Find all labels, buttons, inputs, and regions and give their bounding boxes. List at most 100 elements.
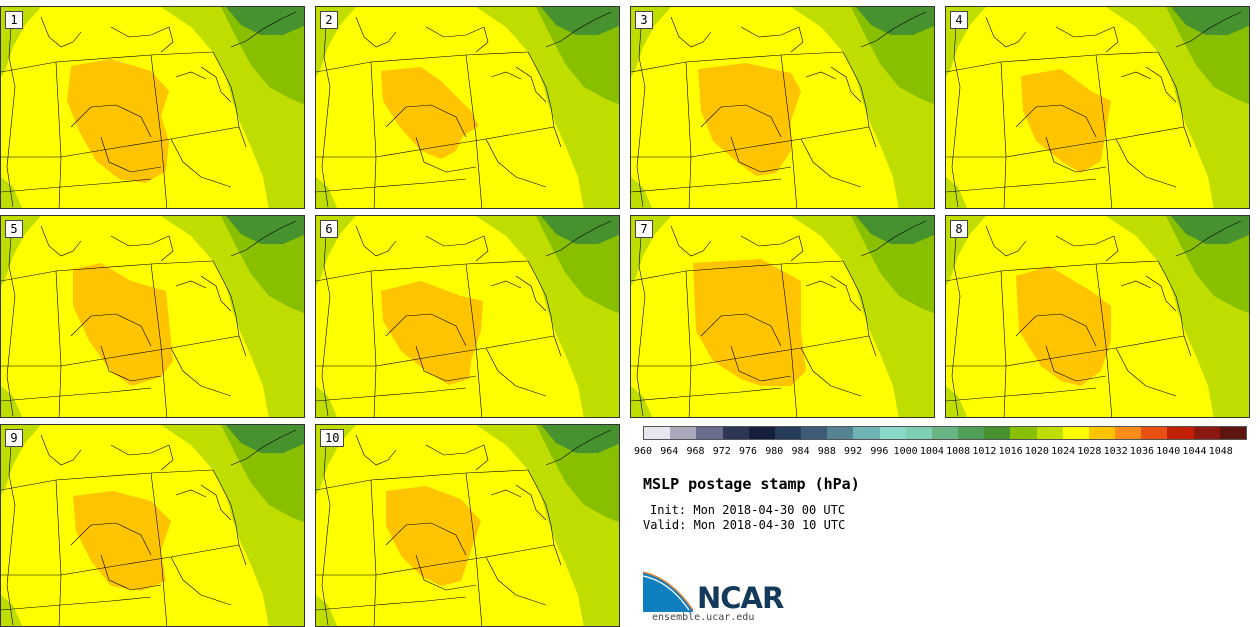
ncar-logo-icon — [643, 570, 694, 612]
colorbar-swatch-3 — [722, 427, 749, 439]
state-boundary-line — [1, 178, 152, 193]
state-boundary-line — [740, 26, 804, 53]
state-boundary-line — [415, 136, 477, 173]
colorbar-tick-label: 1008 — [946, 446, 971, 457]
state-boundary-line — [700, 104, 782, 138]
state-boundary-line — [230, 429, 297, 466]
state-boundary-line — [385, 104, 467, 138]
state-boundary-line — [316, 126, 555, 158]
colorbar-swatch-7 — [827, 427, 854, 439]
state-boundary-line — [40, 16, 82, 48]
state-boundary-line — [70, 104, 152, 138]
state-boundary-line — [636, 235, 646, 417]
state-boundary-line — [1175, 220, 1242, 257]
stamp-number: 10 — [320, 429, 345, 447]
state-boundary-line — [1, 387, 152, 402]
colorbar-tick-label: 1032 — [1103, 446, 1128, 457]
mslp-map — [631, 7, 934, 208]
colorbar-swatch-4 — [748, 427, 775, 439]
state-boundary-line — [1095, 54, 1113, 208]
valid-time: Valid: Mon 2018-04-30 10 UTC — [643, 518, 846, 532]
state-boundary-line — [1055, 26, 1119, 53]
state-boundary-line — [1045, 136, 1107, 173]
field-1020-southwest — [1, 386, 23, 417]
state-boundary-line — [946, 126, 1185, 158]
state-boundary-line — [1015, 313, 1097, 347]
state-boundary-line — [545, 220, 612, 257]
colorbar-swatch-12 — [958, 427, 985, 439]
state-boundary-line — [465, 472, 483, 626]
stamp-number: 8 — [950, 220, 968, 238]
stamp-panel-6: 6 — [315, 215, 620, 418]
state-boundary-line — [40, 225, 82, 257]
field-1028-blob — [386, 486, 481, 586]
state-boundary-line — [485, 138, 547, 188]
chart-title: MSLP postage stamp (hPa) — [643, 475, 860, 493]
state-boundary-line — [316, 596, 467, 611]
state-boundary-line — [100, 345, 162, 382]
field-1020-southwest — [316, 177, 338, 208]
state-boundary-line — [946, 178, 1097, 193]
state-boundary-line — [1120, 71, 1152, 80]
state-boundary-line — [230, 220, 297, 257]
state-boundary-line — [316, 387, 467, 402]
mslp-map — [946, 216, 1249, 417]
stamp-panel-10: 10 — [315, 424, 620, 627]
mslp-map — [1, 216, 304, 417]
state-boundary-line — [110, 235, 174, 262]
state-boundary-line — [415, 345, 477, 382]
state-boundary-line — [946, 387, 1097, 402]
field-1020-southwest — [316, 595, 338, 626]
mslp-map — [316, 425, 619, 626]
stamp-panel-5: 5 — [0, 215, 305, 418]
colorbar-tick-label: 1000 — [893, 446, 918, 457]
colorbar-swatch-0 — [644, 427, 671, 439]
state-boundary-line — [631, 126, 870, 158]
field-1028-blob — [1016, 266, 1111, 386]
colorbar-tick-label: 1028 — [1077, 446, 1102, 457]
field-1028-blob — [381, 281, 483, 385]
state-boundary-line — [212, 51, 247, 148]
colorbar-swatch-1 — [670, 427, 697, 439]
field-1028-blob — [1021, 69, 1111, 173]
stamp-number: 9 — [5, 429, 23, 447]
state-boundary-line — [385, 522, 467, 556]
colorbar-tick-label: 1024 — [1051, 446, 1076, 457]
state-boundary-line — [1175, 11, 1242, 48]
field-1012 — [541, 7, 619, 35]
colorbar-tick-label: 1016 — [998, 446, 1023, 457]
field-1012 — [856, 7, 934, 35]
field-1028-blob — [381, 67, 479, 159]
stamp-panel-3: 3 — [630, 6, 935, 209]
colorbar-tick-label: 1004 — [919, 446, 944, 457]
colorbar-tick-label: 1044 — [1182, 446, 1207, 457]
stamp-panel-7: 7 — [630, 215, 935, 418]
state-boundary-line — [740, 235, 804, 262]
field-1012 — [1171, 216, 1249, 244]
colorbar-tick-label: 964 — [660, 446, 679, 457]
stamp-number: 7 — [635, 220, 653, 238]
state-boundary-line — [175, 489, 207, 498]
state-boundary-line — [70, 522, 152, 556]
colorbar-swatch-16 — [1062, 427, 1089, 439]
state-boundary-line — [170, 138, 232, 188]
state-boundary-line — [316, 469, 529, 491]
state-boundary-line — [175, 280, 207, 289]
mslp-map — [1, 7, 304, 208]
state-boundary-line — [1115, 347, 1177, 397]
state-boundary-line — [527, 260, 562, 357]
init-time: Init: Mon 2018-04-30 00 UTC — [650, 503, 846, 517]
state-boundary-line — [6, 444, 16, 626]
state-boundary-line — [316, 178, 467, 193]
stamp-panel-2: 2 — [315, 6, 620, 209]
state-boundary-line — [316, 260, 529, 282]
state-boundary-line — [200, 275, 232, 312]
state-boundary-line — [212, 469, 247, 566]
stamp-panel-4: 4 — [945, 6, 1250, 209]
state-boundary-line — [1, 126, 240, 158]
state-boundary-line — [951, 235, 961, 417]
stamp-number: 2 — [320, 11, 338, 29]
state-boundary-line — [860, 11, 927, 48]
state-boundary-line — [1, 469, 214, 491]
state-boundary-line — [842, 260, 877, 357]
